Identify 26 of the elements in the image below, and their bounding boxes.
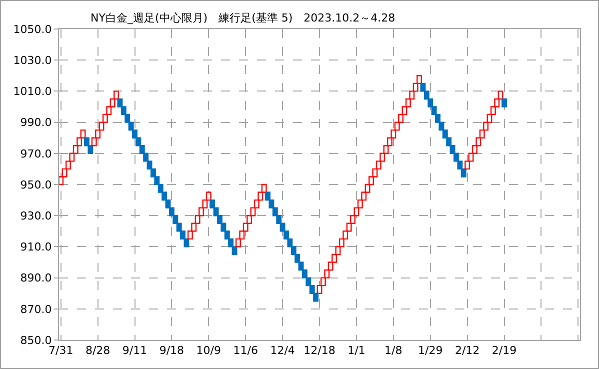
x-tick-label: 1/8 (384, 344, 402, 358)
y-tick-label: 990.0 (20, 116, 52, 130)
x-tick-label: 9/18 (159, 344, 184, 358)
bar (502, 98, 507, 108)
x-tick-label: 8/28 (85, 344, 110, 358)
x-tick-label: 2/12 (454, 344, 480, 358)
y-tick-label: 910.0 (20, 240, 52, 254)
x-tick-label: 2/19 (492, 344, 517, 358)
x-tick-label: 1/29 (418, 344, 443, 358)
y-tick-label: 1010.0 (13, 85, 52, 98)
y-tick-label: 1050.0 (13, 22, 52, 36)
x-tick-label: 12/4 (270, 344, 295, 358)
x-tick-label: 9/11 (122, 344, 148, 358)
x-tick-label: 11/6 (233, 344, 258, 358)
x-tick-label: 10/9 (196, 344, 221, 358)
y-tick-label: 870.0 (20, 302, 52, 316)
x-tick-label: 1/1 (348, 344, 366, 358)
x-tick-label: 7/31 (48, 344, 74, 358)
y-tick-label: 1030.0 (13, 54, 52, 67)
x-tick-label: 12/18 (304, 344, 336, 358)
chart-title: NY白金_週足(中心限月) 練行足(基準 5) 2023.10.2～4.28 (90, 12, 396, 25)
y-tick-label: 970.0 (20, 147, 52, 160)
y-tick-label: 850.0 (20, 334, 52, 347)
y-tick-label: 950.0 (20, 178, 52, 192)
y-tick-label: 930.0 (20, 209, 52, 222)
y-tick-label: 890.0 (20, 272, 52, 285)
